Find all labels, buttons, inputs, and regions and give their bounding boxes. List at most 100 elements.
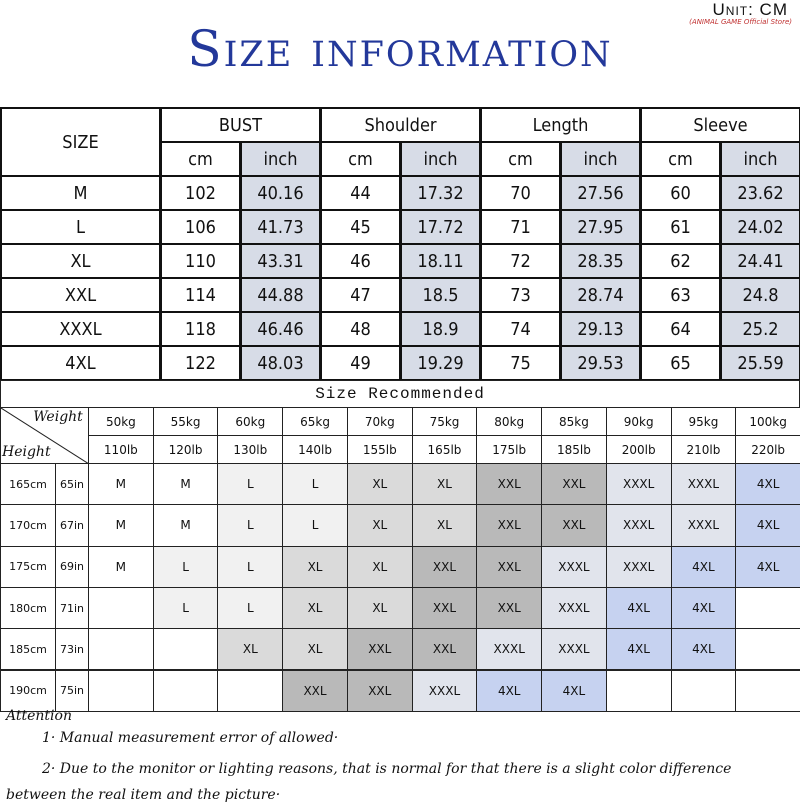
size-cell: XXXL (605, 504, 672, 547)
size-cell: XXL (541, 463, 607, 506)
size-cell: 4XL (605, 628, 672, 671)
size-cell: 4XL (735, 463, 800, 506)
value-cell: 48 (320, 311, 401, 347)
height-cm: 170cm (0, 504, 56, 547)
value-cell: 70 (480, 175, 561, 211)
size-cell: 4XL (670, 545, 737, 588)
size-cell: XXXL (670, 463, 737, 506)
height-cm: 165cm (0, 463, 56, 506)
size-cell: XL (282, 628, 348, 671)
unit: Unit: CM (712, 0, 788, 19)
size-cell: XXL (346, 628, 413, 671)
value-cell: 18.9 (400, 311, 481, 347)
value-cell: 18.5 (400, 277, 481, 313)
value-cell: 122 (160, 345, 241, 381)
size-cell (88, 586, 154, 630)
unit-cell: inch (720, 141, 800, 177)
weight-lb: 185lb (541, 435, 607, 464)
size-cell: M (152, 504, 219, 547)
value-cell: 49 (320, 345, 401, 381)
height-in: 69in (55, 545, 89, 588)
unit-cell: cm (160, 141, 241, 177)
size-cell: L (217, 586, 284, 630)
value-cell: 19.29 (400, 345, 481, 381)
header-cell: SIZE (0, 107, 161, 177)
value-cell: 24.02 (720, 209, 800, 245)
size-cell: XL (346, 504, 413, 547)
size-cell: 4XL (0, 345, 161, 381)
value-cell: 102 (160, 175, 241, 211)
unit-cell: cm (640, 141, 721, 177)
size-cell: XL (217, 628, 284, 671)
size-cell: L (152, 545, 219, 588)
size-cell: XL (411, 504, 478, 547)
size-cell (605, 669, 672, 712)
value-cell: 41.73 (240, 209, 321, 245)
size-cell: XXL (476, 504, 543, 547)
size-cell: L (282, 463, 348, 506)
height-cm: 185cm (0, 628, 56, 671)
size-cell: XXL (282, 669, 348, 712)
value-cell: 44.88 (240, 277, 321, 313)
size-cell: L (217, 545, 284, 588)
value-cell: 65 (640, 345, 721, 381)
size-cell: 4XL (605, 586, 672, 630)
title: Size information (187, 20, 613, 78)
value-cell: 63 (640, 277, 721, 313)
header-cell: Sleeve (640, 107, 800, 143)
size-cell: 4XL (541, 669, 607, 712)
value-cell: 64 (640, 311, 721, 347)
value-cell: 29.53 (560, 345, 641, 381)
size-cell: L (152, 586, 219, 630)
value-cell: 46 (320, 243, 401, 279)
value-cell: 28.74 (560, 277, 641, 313)
value-cell: 72 (480, 243, 561, 279)
weight-lb: 210lb (670, 435, 737, 464)
value-cell: 47 (320, 277, 401, 313)
size-cell: 4XL (735, 545, 800, 588)
size-cell: M (152, 463, 219, 506)
size-cell: L (217, 463, 284, 506)
unit-cell: cm (480, 141, 561, 177)
value-cell: 48.03 (240, 345, 321, 381)
notes-title: Attention (6, 708, 72, 724)
value-cell: 46.46 (240, 311, 321, 347)
weight-kg: 80kg (476, 407, 543, 436)
height-cm: 180cm (0, 586, 56, 630)
weight-lb: 155lb (346, 435, 413, 464)
size-cell: 4XL (476, 669, 543, 712)
size-cell: 4XL (735, 504, 800, 547)
size-cell: XL (282, 545, 348, 588)
weight-kg: 100kg (735, 407, 800, 436)
unit-cell: cm (320, 141, 401, 177)
size-cell: L (217, 504, 284, 547)
size-cell: M (88, 504, 154, 547)
diagonal (1, 408, 89, 464)
weight-kg: 50kg (88, 407, 154, 436)
note: 1· Manual measurement error of allowed· (42, 730, 339, 746)
size-cell: L (0, 209, 161, 245)
value-cell: 43.31 (240, 243, 321, 279)
size-cell: XXL (476, 463, 543, 506)
size-cell: XL (282, 586, 348, 630)
value-cell: 71 (480, 209, 561, 245)
weight-lb: 175lb (476, 435, 543, 464)
value-cell: 106 (160, 209, 241, 245)
value-cell: 75 (480, 345, 561, 381)
weight-kg: 90kg (605, 407, 672, 436)
size-cell (217, 669, 284, 712)
value-cell: 29.13 (560, 311, 641, 347)
weight-kg: 65kg (282, 407, 348, 436)
height-label: Height (2, 444, 51, 460)
value-cell: 17.32 (400, 175, 481, 211)
value-cell: 27.56 (560, 175, 641, 211)
size-cell: XXL (411, 628, 478, 671)
weight-lb: 120lb (152, 435, 219, 464)
weight-lb: 110lb (88, 435, 154, 464)
header-cell: BUST (160, 107, 321, 143)
size-cell: XXXL (541, 628, 607, 671)
value-cell: 73 (480, 277, 561, 313)
height-cm: 190cm (0, 669, 56, 712)
value-cell: 114 (160, 277, 241, 313)
